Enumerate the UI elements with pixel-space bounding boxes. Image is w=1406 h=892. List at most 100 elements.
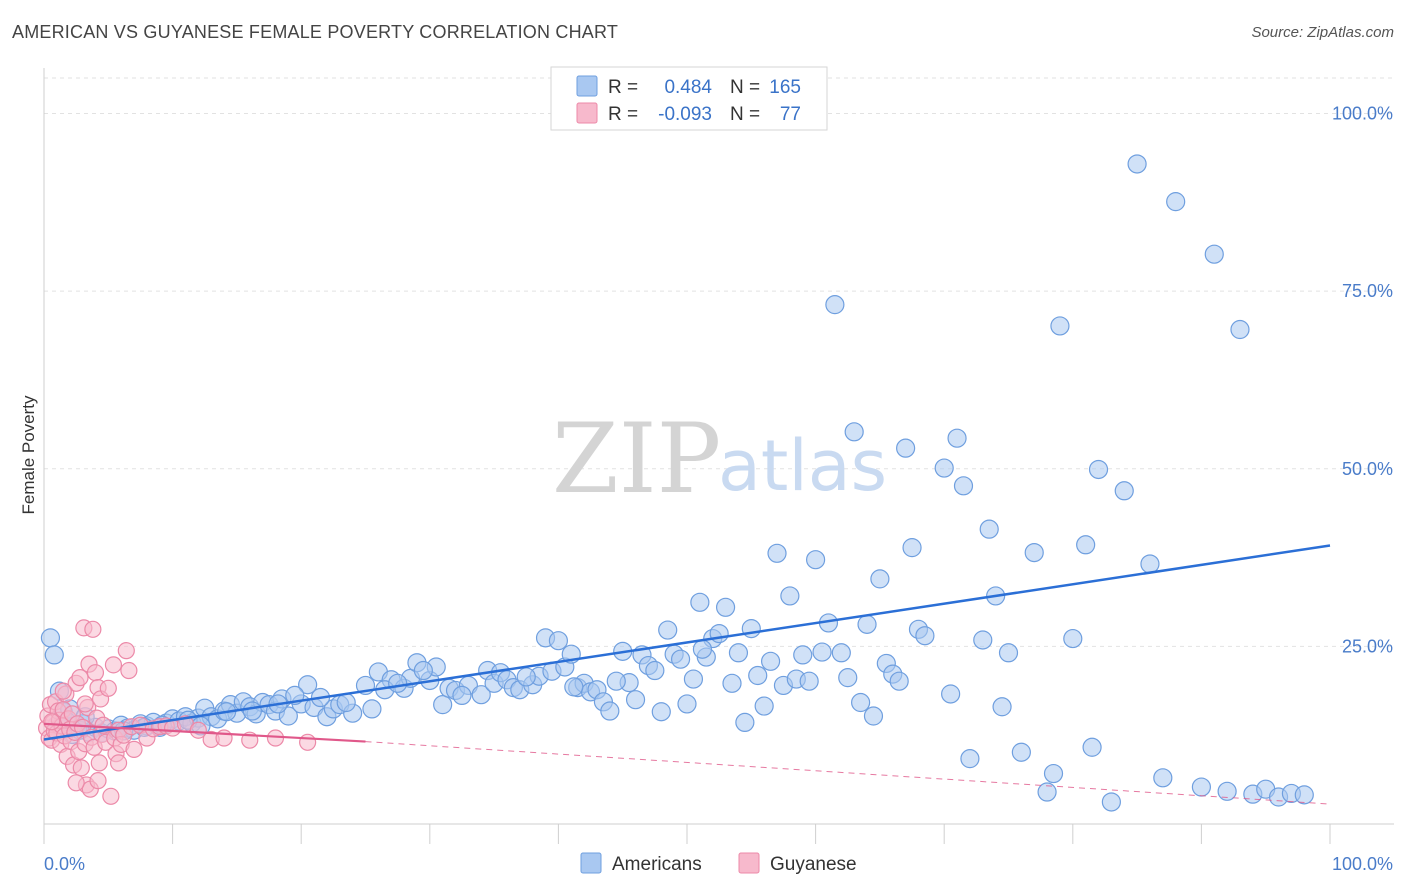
americans-point	[793, 645, 813, 665]
gridlines	[44, 77, 1394, 647]
americans-point	[1230, 319, 1250, 340]
americans-point	[1191, 777, 1212, 797]
americans-point	[799, 671, 819, 691]
americans-point	[336, 692, 356, 713]
legend-r-value-americans: 0.484	[664, 77, 712, 98]
guyanese-point	[99, 679, 117, 697]
legend: R = 0.484 N = 165 R = -0.093 N = 77	[550, 66, 828, 131]
legend-n-label-guyanese: N =	[730, 104, 760, 125]
americans-point	[1082, 737, 1102, 757]
americans-point	[1153, 768, 1173, 788]
americans-point	[690, 592, 710, 612]
americans-point	[870, 569, 890, 589]
guyanese-point	[76, 695, 94, 713]
americans-point	[857, 614, 877, 634]
americans-point	[709, 623, 729, 644]
americans-point	[1063, 628, 1083, 649]
legend-swatch-guyanese	[576, 102, 598, 124]
guyanese-point	[89, 772, 107, 790]
americans-point	[606, 671, 626, 691]
americans-point	[934, 458, 954, 478]
americans-point	[1127, 154, 1147, 174]
legend-swatch-americans	[576, 75, 598, 97]
americans-point	[1101, 792, 1121, 812]
americans-point	[780, 586, 800, 606]
guyanese-point	[84, 620, 102, 638]
americans-point	[992, 697, 1012, 717]
americans-point	[941, 684, 961, 704]
americans-point	[433, 695, 453, 715]
americans-point	[1076, 535, 1096, 555]
americans-point	[452, 685, 472, 706]
americans-point	[600, 701, 620, 721]
guyanese-trendline-solid	[43, 722, 366, 743]
watermark-zip: ZIP	[552, 403, 721, 515]
americans-point	[812, 642, 832, 662]
legend-r-label-americans: R =	[608, 77, 638, 98]
americans-point	[1037, 782, 1057, 802]
americans-point	[645, 660, 665, 681]
americans-point	[564, 677, 584, 697]
americans-point	[998, 643, 1019, 663]
americans-point	[677, 694, 697, 714]
americans-point	[1088, 459, 1109, 480]
trendlines	[43, 544, 1331, 805]
x-tick-label-max: 100.0%	[1332, 854, 1393, 874]
americans-point	[298, 675, 318, 695]
americans-point	[889, 671, 909, 691]
americans-point	[1011, 742, 1031, 762]
americans-point	[863, 706, 884, 726]
americans-point	[722, 673, 742, 693]
bottom-legend-guyanese: Guyanese	[770, 854, 857, 875]
americans-point	[767, 543, 787, 563]
americans-point	[851, 692, 871, 713]
chart-title: AMERICAN VS GUYANESE FEMALE POVERTY CORR…	[12, 22, 619, 42]
americans-point	[825, 295, 845, 315]
y-tick-label: 25.0%	[1342, 636, 1393, 656]
legend-n-value-guyanese: 77	[780, 104, 801, 125]
americans-point	[1166, 192, 1186, 212]
legend-n-label-americans: N =	[730, 77, 760, 98]
americans-point	[953, 476, 974, 496]
y-axis-label: Female Poverty	[19, 395, 38, 515]
americans-point	[1217, 781, 1237, 801]
guyanese-point	[117, 642, 135, 660]
guyanese-point	[43, 713, 61, 731]
americans-point	[658, 620, 678, 640]
bottom-legend-swatch-guyanese	[738, 852, 760, 874]
americans-point	[748, 665, 768, 686]
americans-point	[805, 550, 826, 570]
americans-point	[735, 712, 755, 733]
guyanese-points	[37, 619, 317, 805]
americans-point	[1204, 244, 1224, 264]
americans-point	[651, 702, 671, 722]
americans-point	[40, 628, 61, 648]
americans-point	[760, 651, 781, 671]
americans-point	[362, 699, 382, 719]
americans-point	[1114, 481, 1134, 501]
guyanese-point	[54, 682, 72, 700]
axes	[43, 68, 1394, 844]
guyanese-point	[86, 664, 105, 682]
americans-point	[625, 690, 646, 710]
legend-r-label-guyanese: R =	[608, 104, 638, 125]
americans-point	[1140, 554, 1160, 574]
guyanese-point	[299, 733, 317, 751]
guyanese-point	[90, 754, 108, 772]
americans-point	[683, 669, 704, 689]
bottom-legend-swatch-americans	[580, 852, 602, 874]
guyanese-point	[104, 656, 123, 674]
guyanese-point	[189, 721, 207, 739]
americans-point	[831, 643, 851, 663]
x-tick-label-min: 0.0%	[44, 854, 85, 874]
americans-point	[754, 696, 774, 716]
guyanese-point	[109, 754, 128, 772]
americans-point	[715, 597, 736, 617]
americans-point	[960, 749, 980, 769]
americans-point	[692, 639, 713, 659]
bottom-legend-americans: Americans	[612, 854, 702, 875]
americans-point	[471, 685, 491, 705]
americans-point	[413, 660, 433, 681]
americans-point	[1294, 785, 1314, 805]
americans-point	[902, 538, 922, 558]
